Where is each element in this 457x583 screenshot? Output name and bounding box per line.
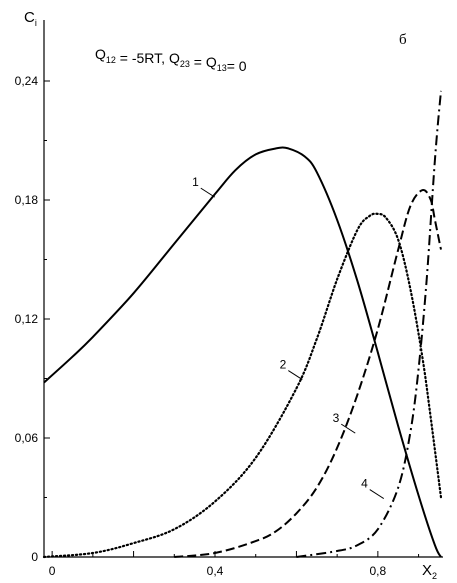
x-tick-label: 0,4 bbox=[207, 564, 224, 578]
y-tick-label: 0,24 bbox=[15, 74, 39, 88]
annotation-text: = Q bbox=[190, 54, 217, 70]
series-leader-2 bbox=[288, 370, 303, 381]
series-leader-1 bbox=[200, 187, 216, 198]
x-tick-label: 0 bbox=[49, 564, 56, 578]
y-tick-label: 0 bbox=[31, 550, 38, 564]
y-tick-label: 0,18 bbox=[15, 193, 39, 207]
series-label-3: 3 bbox=[333, 411, 340, 425]
annotation-subscript: 23 bbox=[180, 59, 190, 69]
series-line-3 bbox=[174, 189, 442, 558]
curves bbox=[42, 90, 443, 559]
axes bbox=[43, 20, 443, 558]
curve-labels: 1 2 3 4 bbox=[192, 175, 385, 500]
ticks: 0 0,06 0,12 0,18 0,24 0 0,4 0,8 bbox=[15, 74, 420, 578]
annotation-text: = -5RT, Q bbox=[116, 50, 180, 66]
series-label-4: 4 bbox=[361, 477, 368, 491]
annotation-text: Q bbox=[95, 46, 106, 62]
series-leader-3 bbox=[340, 423, 356, 434]
y-tick-label: 0,06 bbox=[15, 431, 39, 445]
annotation-text: = 0 bbox=[227, 58, 247, 74]
series-leader-4 bbox=[369, 489, 385, 500]
series-line-2 bbox=[42, 212, 443, 559]
annotation-subscript: 13 bbox=[217, 63, 227, 73]
series-line-4 bbox=[296, 90, 442, 558]
y-axis-label: Ci bbox=[24, 9, 37, 28]
x-tick-label: 0,8 bbox=[370, 564, 387, 578]
series-label-2: 2 bbox=[280, 358, 287, 372]
series-label-1: 1 bbox=[192, 175, 199, 189]
series-line-1 bbox=[43, 146, 442, 558]
annotation-subscript: 12 bbox=[106, 55, 116, 65]
panel-label: б bbox=[399, 32, 407, 48]
x-axis-label: X2 bbox=[422, 562, 437, 581]
annotation: Q12 = -5RT, Q23 = Q13= 0 bbox=[95, 46, 247, 74]
y-tick-label: 0,12 bbox=[15, 312, 39, 326]
